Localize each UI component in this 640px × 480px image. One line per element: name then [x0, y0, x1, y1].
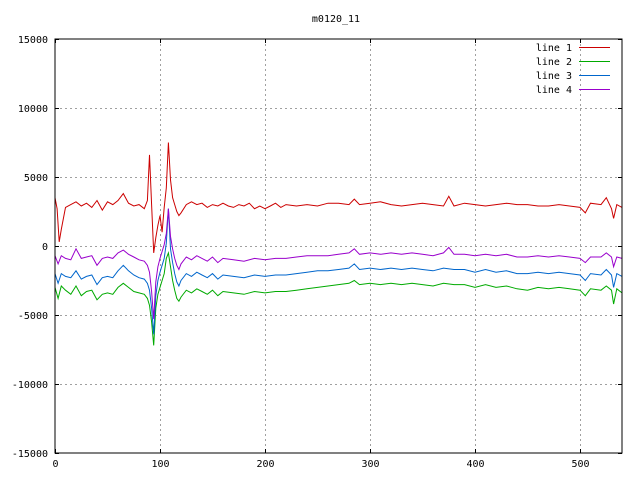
x-tick-label: 200 — [256, 459, 274, 470]
y-tick-label: -5000 — [18, 311, 48, 322]
y-tick-label: 15000 — [18, 35, 48, 46]
x-tick-label: 0 — [52, 459, 58, 470]
legend-label: line 1 — [536, 43, 572, 54]
y-tick-label: -15000 — [12, 449, 48, 460]
x-tick-label: 500 — [571, 459, 589, 470]
axis-ticks: 0 100 200 300 400 500 -15000 -10000 -5000 0 5000 10… — [12, 35, 622, 470]
y-tick-label: -10000 — [12, 380, 48, 391]
legend: line 1 line 2 line 3 line 4 — [536, 43, 610, 96]
series-layer — [54, 142, 623, 346]
legend-label: line 2 — [536, 57, 572, 68]
y-tick-label: 0 — [42, 242, 48, 253]
series-line-4 — [54, 208, 623, 320]
series-line-1 — [54, 142, 623, 253]
x-tick-label: 400 — [466, 459, 484, 470]
legend-label: line 4 — [536, 85, 572, 96]
chart-title: m0120_11 — [312, 14, 360, 25]
series-line-2 — [54, 250, 623, 346]
series-line-3 — [54, 208, 623, 335]
y-tick-label: 5000 — [24, 173, 48, 184]
legend-label: line 3 — [536, 71, 572, 82]
y-tick-label: 10000 — [18, 104, 48, 115]
grid — [55, 39, 622, 453]
x-tick-label: 300 — [361, 459, 379, 470]
x-tick-label: 100 — [151, 459, 169, 470]
